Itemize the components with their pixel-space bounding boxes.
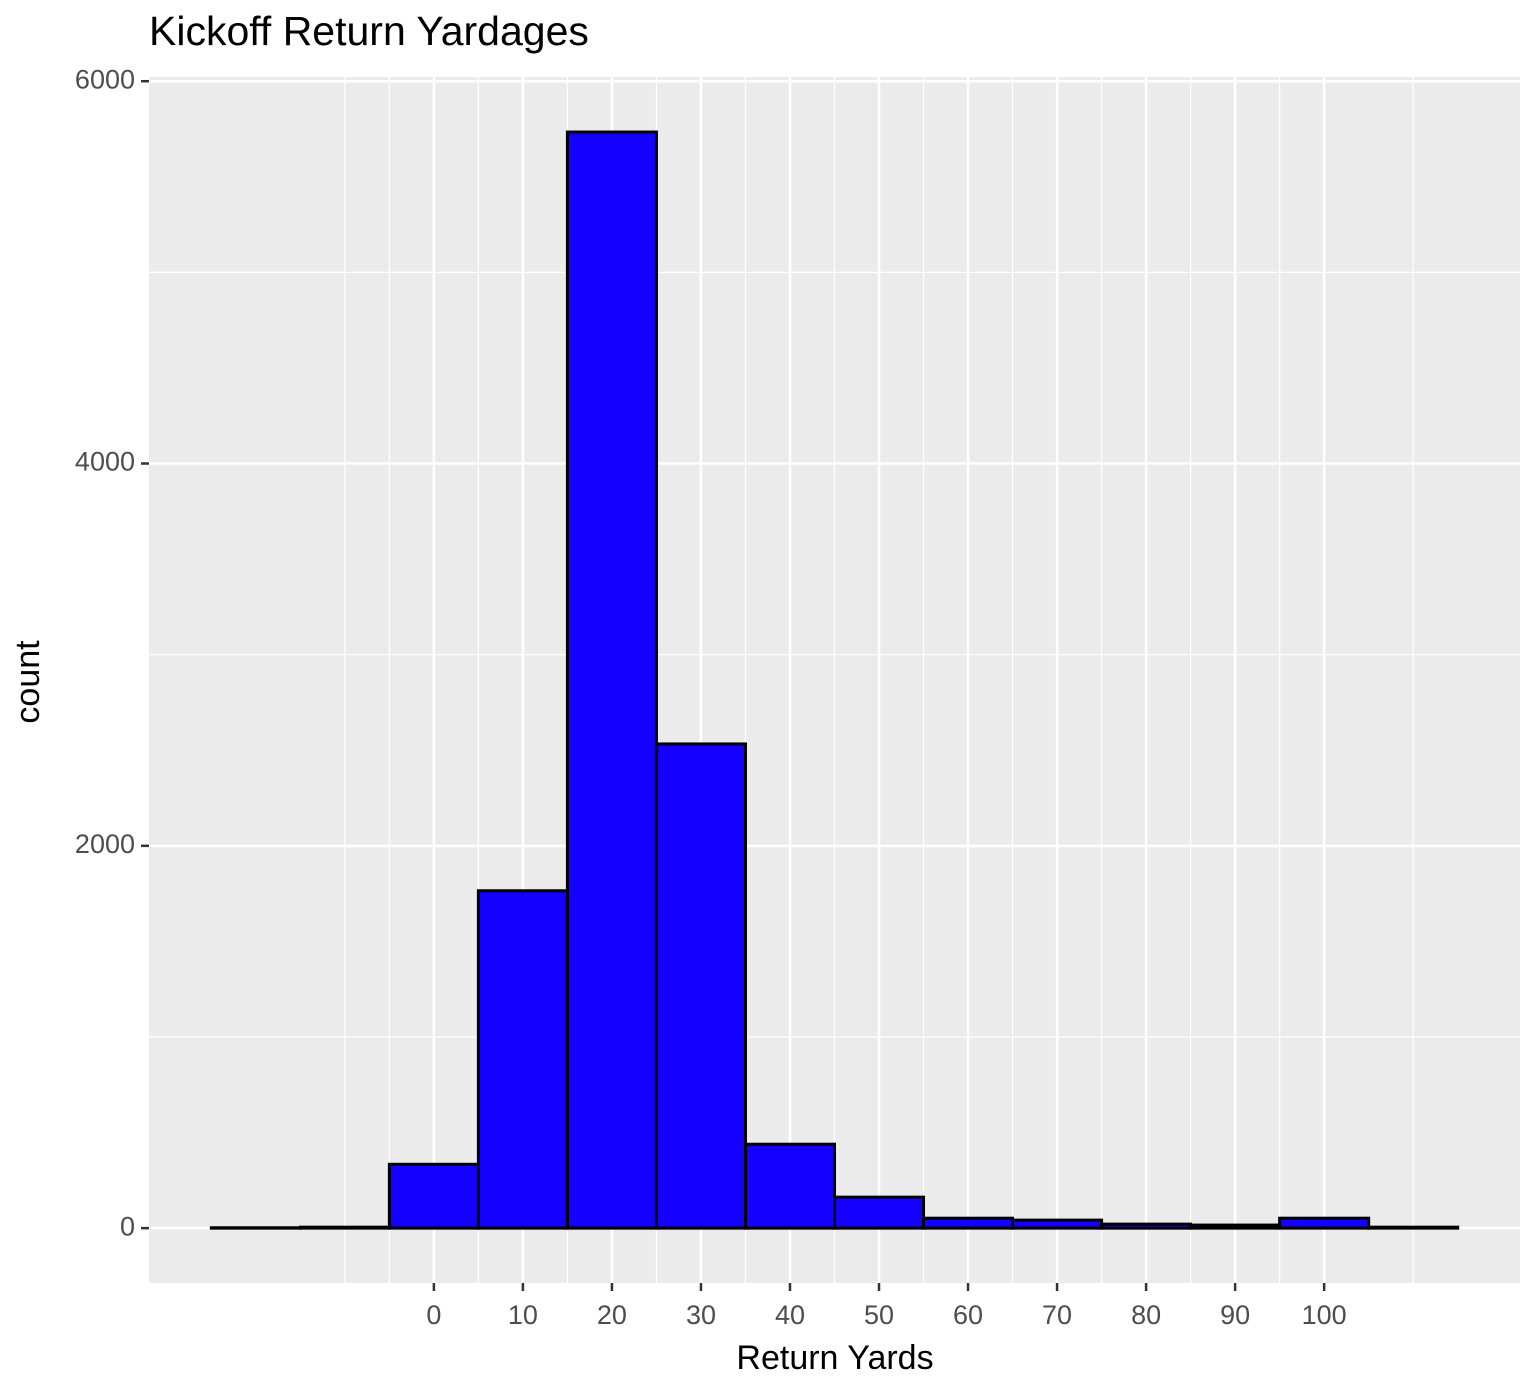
x-tick-label: 40: [775, 1300, 805, 1330]
y-tick-label: 6000: [75, 64, 135, 94]
bar: [743, 1142, 836, 1230]
bar: [1189, 1223, 1282, 1230]
bar: [1367, 1225, 1460, 1230]
x-tick-label: 10: [508, 1300, 538, 1330]
chart-title: Kickoff Return Yardages: [149, 8, 589, 54]
bar: [833, 1195, 926, 1230]
x-tick-label: 90: [1220, 1300, 1250, 1330]
bar: [476, 889, 569, 1230]
y-axis-title: count: [9, 640, 47, 724]
bar: [922, 1216, 1015, 1230]
y-tick-label: 0: [120, 1211, 135, 1241]
x-tick-label: 0: [426, 1300, 441, 1330]
bar: [1011, 1218, 1104, 1230]
y-tick-label: 4000: [75, 447, 135, 477]
bar: [387, 1162, 480, 1230]
bar: [298, 1225, 391, 1230]
bar: [565, 130, 658, 1230]
x-tick-label: 80: [1131, 1300, 1161, 1330]
bar: [1100, 1222, 1193, 1230]
x-tick-label: 50: [864, 1300, 894, 1330]
x-tick-label: 70: [1042, 1300, 1072, 1330]
y-tick-label: 2000: [75, 829, 135, 859]
bar: [1278, 1216, 1371, 1230]
x-tick-label: 20: [597, 1300, 627, 1330]
x-tick-label: 30: [686, 1300, 716, 1330]
x-axis-title: Return Yards: [736, 1339, 933, 1377]
x-tick-label: 100: [1302, 1300, 1347, 1330]
bar: [654, 742, 747, 1230]
x-tick-label: 60: [953, 1300, 983, 1330]
